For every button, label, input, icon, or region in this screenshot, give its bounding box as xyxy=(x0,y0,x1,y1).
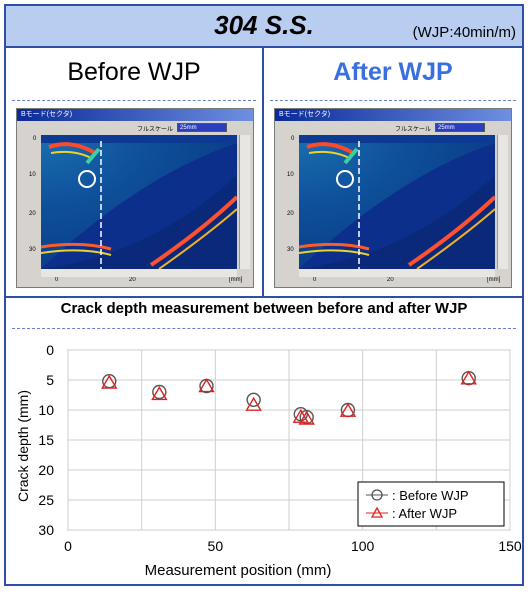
bscan-toolbar: フルスケール 25mm xyxy=(17,121,253,135)
page-title: 304 S.S. xyxy=(214,10,314,40)
scale-label: フルスケール xyxy=(395,127,432,133)
scale-select[interactable]: 25mm xyxy=(177,123,227,132)
after-wjp-point xyxy=(151,386,168,401)
scan-ytick: 20 xyxy=(287,211,294,217)
chart-legend: : Before WJP : After WJP xyxy=(357,481,505,527)
x-tick-label: 50 xyxy=(208,538,224,554)
bscan-window-title: Bモード(セクタ) xyxy=(21,111,73,118)
section-divider xyxy=(6,296,522,298)
scan-xtick: 0 xyxy=(313,277,317,283)
bscan-image-before xyxy=(41,135,237,269)
x-tick-label: 100 xyxy=(351,538,375,554)
after-wjp-point xyxy=(460,370,477,385)
scan-ytick: 0 xyxy=(291,136,295,142)
crack-depth-chart: 0 5 10 15 20 25 30 0 50 100 150 Measurement positi… xyxy=(15,342,522,579)
bscan-window-after: Bモード(セクタ) フルスケール 25mm 0 10 20 30 0 20 [m… xyxy=(274,108,512,288)
legend-label: : After WJP xyxy=(392,506,457,521)
chart-section-title: Crack depth measurement between before a… xyxy=(60,300,468,317)
before-wjp-point xyxy=(246,392,261,408)
scan-xunit: [mm] xyxy=(487,277,501,283)
after-wjp-point xyxy=(245,396,262,411)
bscan-toolbar: フルスケール 25mm xyxy=(275,121,511,135)
panel-before-label: Before WJP xyxy=(67,58,201,86)
after-wjp-point xyxy=(101,374,118,389)
scan-xtick: 20 xyxy=(129,277,136,283)
chart-marks xyxy=(101,370,477,425)
y-tick-label: 5 xyxy=(46,372,54,388)
scale-label: フルスケール xyxy=(137,127,174,133)
scan-ytick: 10 xyxy=(287,172,294,178)
before-wjp-point xyxy=(152,384,167,400)
y-axis-label: Crack depth (mm) xyxy=(15,390,31,502)
header-bar: 304 S.S. (WJP:40min/m) xyxy=(6,6,522,48)
y-tick-label: 0 xyxy=(46,342,54,358)
scan-xtick: 0 xyxy=(55,277,59,283)
y-tick-label: 25 xyxy=(38,492,54,508)
horizontal-scrollbar[interactable] xyxy=(299,269,495,277)
dashed-divider xyxy=(12,328,516,329)
legend-marker xyxy=(370,506,384,518)
y-tick-label: 30 xyxy=(38,522,54,538)
after-wjp-point xyxy=(198,378,215,393)
x-tick-label: 150 xyxy=(498,538,522,554)
scan-ytick: 30 xyxy=(29,247,36,253)
scan-ytick: 30 xyxy=(287,247,294,253)
legend-label: : Before WJP xyxy=(392,488,469,503)
after-wjp-point xyxy=(298,410,315,425)
panel-after: After WJP Bモード(セクタ) フルスケール 25mm 0 10 20 … xyxy=(264,48,522,298)
scan-xtick: 20 xyxy=(387,277,394,283)
y-tick-label: 15 xyxy=(38,432,54,448)
x-axis-label: Measurement position (mm) xyxy=(145,562,332,579)
figure-frame: 304 S.S. (WJP:40min/m) Before WJP Bモード(セ… xyxy=(4,4,524,586)
bscan-image-after xyxy=(299,135,495,269)
scan-xunit: [mm] xyxy=(229,277,243,283)
panel-before: Before WJP Bモード(セクタ) フルスケール 25mm 0 10 20… xyxy=(6,48,264,298)
after-wjp-point xyxy=(339,402,357,417)
x-tick-label: 0 xyxy=(64,538,72,554)
scale-select[interactable]: 25mm xyxy=(435,123,485,132)
scan-ytick: 0 xyxy=(33,136,37,142)
condition-label: (WJP:40min/m) xyxy=(412,24,516,41)
vertical-scrollbar[interactable] xyxy=(239,135,250,269)
vertical-scrollbar[interactable] xyxy=(497,135,508,269)
bscan-titlebar: Bモード(セクタ) xyxy=(275,109,511,121)
dashed-divider xyxy=(12,100,256,101)
chart-axes: 0 5 10 15 20 25 30 0 50 100 150 xyxy=(38,342,521,554)
bscan-window-title: Bモード(セクタ) xyxy=(279,111,331,118)
legend-marker xyxy=(371,489,383,501)
y-tick-label: 10 xyxy=(38,402,54,418)
bscan-window-before: Bモード(セクタ) フルスケール 25mm 0 10 20 30 0 20 [m… xyxy=(16,108,254,288)
legend-box xyxy=(357,481,505,527)
dashed-divider xyxy=(270,100,516,101)
horizontal-scrollbar[interactable] xyxy=(41,269,237,277)
y-tick-label: 20 xyxy=(38,462,54,478)
scan-ytick: 10 xyxy=(29,172,36,178)
bscan-titlebar: Bモード(セクタ) xyxy=(17,109,253,121)
panel-after-label: After WJP xyxy=(333,58,453,86)
scan-ytick: 20 xyxy=(29,211,36,217)
